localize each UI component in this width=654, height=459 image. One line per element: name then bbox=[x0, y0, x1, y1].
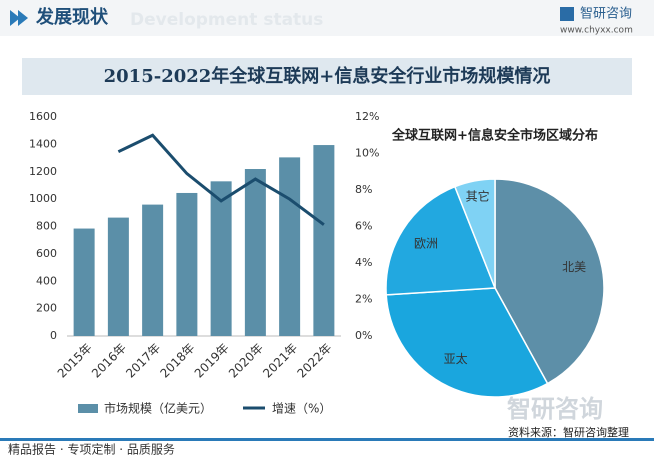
pie-slice bbox=[385, 185, 497, 296]
title-band bbox=[22, 58, 632, 95]
bar bbox=[73, 228, 95, 336]
y-tick-label: 600 bbox=[36, 247, 57, 260]
bar bbox=[210, 181, 232, 336]
brand: 智研咨询 bbox=[580, 7, 632, 22]
y2-tick-label: 6% bbox=[355, 220, 372, 233]
y2-tick-label: 10% bbox=[355, 147, 379, 160]
pie-label: 北美 bbox=[562, 260, 586, 274]
x-tick-label: 2017年 bbox=[123, 341, 163, 381]
bar bbox=[279, 157, 301, 336]
pie-slice bbox=[385, 287, 549, 398]
watermark: 智研咨询 bbox=[507, 395, 603, 423]
pie-label: 亚太 bbox=[444, 351, 468, 366]
bar bbox=[142, 204, 164, 336]
y2-tick-label: 8% bbox=[355, 183, 372, 196]
bar bbox=[313, 145, 335, 336]
y2-tick-label: 0% bbox=[355, 329, 372, 342]
chart-title: 2015-2022年全球互联网+信息安全行业市场规模情况 bbox=[104, 65, 551, 87]
y-tick-label: 400 bbox=[36, 274, 57, 287]
x-tick-label: 2015年 bbox=[55, 341, 95, 381]
pie-label: 其它 bbox=[466, 188, 490, 203]
y-tick-label: 200 bbox=[36, 302, 57, 315]
footer-slogan: 精品报告 · 专项定制 · 品质服务 bbox=[8, 442, 175, 457]
pie-label: 欧洲 bbox=[414, 237, 438, 251]
brand-logo bbox=[560, 7, 574, 21]
source: 资料来源：智研咨询整理 bbox=[508, 425, 629, 439]
y-tick-label: 1200 bbox=[29, 165, 57, 178]
bar bbox=[176, 192, 198, 336]
x-tick-label: 2021年 bbox=[260, 341, 300, 381]
growth-line bbox=[117, 133, 325, 226]
y2-tick-label: 2% bbox=[355, 293, 372, 306]
pie-title: 全球互联网+信息安全市场区域分布 bbox=[391, 128, 598, 144]
url: www.chyxx.com bbox=[560, 26, 633, 36]
x-tick-label: 2019年 bbox=[192, 341, 232, 381]
x-tick-label: 2020年 bbox=[226, 341, 266, 381]
y2-tick-label: 4% bbox=[355, 256, 372, 269]
header-band bbox=[0, 0, 654, 36]
bar bbox=[244, 169, 266, 336]
pie-slice bbox=[453, 178, 496, 289]
y-tick-label: 1600 bbox=[29, 110, 57, 123]
pie-slice bbox=[494, 178, 605, 385]
y-tick-label: 800 bbox=[36, 220, 57, 233]
x-tick-label: 2018年 bbox=[157, 341, 197, 381]
y2-tick-label: 12% bbox=[355, 110, 379, 123]
y-tick-label: 0 bbox=[50, 329, 57, 342]
header-title: 发展现状 bbox=[35, 6, 109, 28]
x-tick-label: 2016年 bbox=[89, 341, 129, 381]
y-tick-label: 1000 bbox=[29, 192, 57, 205]
footer-line bbox=[0, 438, 654, 441]
legend-label: 市场规模（亿美元） bbox=[104, 401, 212, 416]
y-tick-label: 1400 bbox=[29, 137, 57, 150]
bar bbox=[107, 217, 129, 336]
header-subtitle: Development status bbox=[130, 10, 323, 30]
header-icon bbox=[10, 10, 28, 26]
legend-swatch bbox=[78, 404, 98, 413]
legend-label: 增速（%） bbox=[272, 402, 331, 416]
x-tick-label: 2022年 bbox=[294, 341, 334, 381]
